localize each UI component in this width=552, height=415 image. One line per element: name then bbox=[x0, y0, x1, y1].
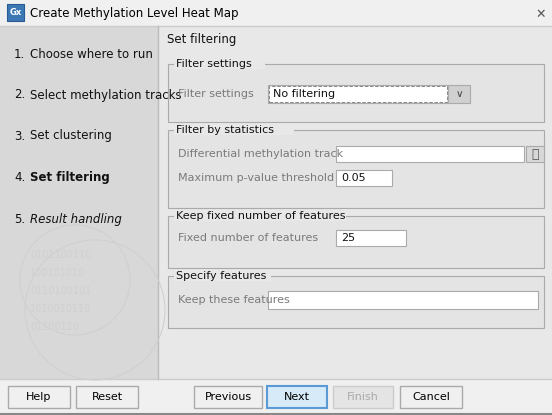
Bar bbox=[400, 386, 462, 408]
Bar bbox=[174, 211, 346, 221]
Text: No filtering: No filtering bbox=[273, 89, 335, 99]
Text: Result handling: Result handling bbox=[30, 213, 122, 227]
Bar bbox=[168, 216, 544, 268]
Text: 0110100101: 0110100101 bbox=[30, 286, 91, 296]
Text: 0101100110: 0101100110 bbox=[30, 250, 91, 260]
Text: ∨: ∨ bbox=[455, 89, 463, 99]
Bar bbox=[336, 170, 392, 186]
Text: 1.: 1. bbox=[14, 49, 25, 61]
Bar bbox=[8, 386, 70, 408]
Text: Keep fixed number of features: Keep fixed number of features bbox=[176, 211, 346, 221]
Text: Reset: Reset bbox=[92, 392, 123, 402]
Bar bbox=[0, 26, 158, 379]
Bar bbox=[268, 85, 448, 103]
Bar bbox=[336, 146, 524, 162]
Text: Filter by statistics: Filter by statistics bbox=[176, 125, 274, 135]
Bar bbox=[194, 386, 262, 408]
Text: ⌕: ⌕ bbox=[531, 147, 539, 161]
Text: Specify features: Specify features bbox=[176, 271, 267, 281]
Text: 2.: 2. bbox=[14, 88, 25, 102]
Bar bbox=[0, 0, 552, 26]
Text: 3.: 3. bbox=[14, 129, 25, 142]
Bar bbox=[76, 386, 138, 408]
Text: Help: Help bbox=[26, 392, 52, 402]
Text: Previous: Previous bbox=[204, 392, 252, 402]
Bar bbox=[0, 379, 552, 415]
Text: Next: Next bbox=[284, 392, 310, 402]
Text: 01100110: 01100110 bbox=[30, 322, 79, 332]
Text: Keep these features: Keep these features bbox=[178, 295, 290, 305]
Text: 25: 25 bbox=[341, 233, 355, 243]
Text: Differential methylation track: Differential methylation track bbox=[178, 149, 343, 159]
Text: Create Methylation Level Heat Map: Create Methylation Level Heat Map bbox=[30, 7, 238, 20]
Bar bbox=[168, 276, 544, 328]
Text: 0.05: 0.05 bbox=[341, 173, 365, 183]
Text: 5.: 5. bbox=[14, 213, 25, 227]
Bar bbox=[174, 271, 271, 281]
Bar bbox=[526, 146, 544, 162]
Text: Cancel: Cancel bbox=[412, 392, 450, 402]
Text: Select methylation tracks: Select methylation tracks bbox=[30, 88, 182, 102]
Bar bbox=[174, 59, 265, 69]
Bar bbox=[174, 125, 294, 135]
Text: Choose where to run: Choose where to run bbox=[30, 49, 153, 61]
Bar bbox=[168, 64, 544, 122]
Bar bbox=[448, 85, 470, 103]
Bar bbox=[268, 291, 538, 309]
Text: 100101010: 100101010 bbox=[30, 268, 85, 278]
Text: Set filtering: Set filtering bbox=[30, 171, 110, 185]
Bar bbox=[7, 4, 24, 21]
Text: Filter settings: Filter settings bbox=[176, 59, 252, 69]
Text: Fixed number of features: Fixed number of features bbox=[178, 233, 318, 243]
Bar bbox=[159, 26, 552, 379]
Bar bbox=[269, 86, 447, 102]
Text: 1010010110: 1010010110 bbox=[30, 304, 91, 314]
Text: Finish: Finish bbox=[347, 392, 379, 402]
Bar bbox=[267, 386, 327, 408]
Bar bbox=[336, 230, 406, 246]
Text: ✕: ✕ bbox=[536, 7, 546, 20]
Bar bbox=[333, 386, 393, 408]
Text: Filter settings: Filter settings bbox=[178, 89, 254, 99]
Bar bbox=[168, 130, 544, 208]
Text: Set clustering: Set clustering bbox=[30, 129, 112, 142]
Text: Set filtering: Set filtering bbox=[167, 34, 236, 46]
Text: 4.: 4. bbox=[14, 171, 25, 185]
Text: Gx: Gx bbox=[9, 8, 22, 17]
Text: Maximum p-value threshold: Maximum p-value threshold bbox=[178, 173, 334, 183]
